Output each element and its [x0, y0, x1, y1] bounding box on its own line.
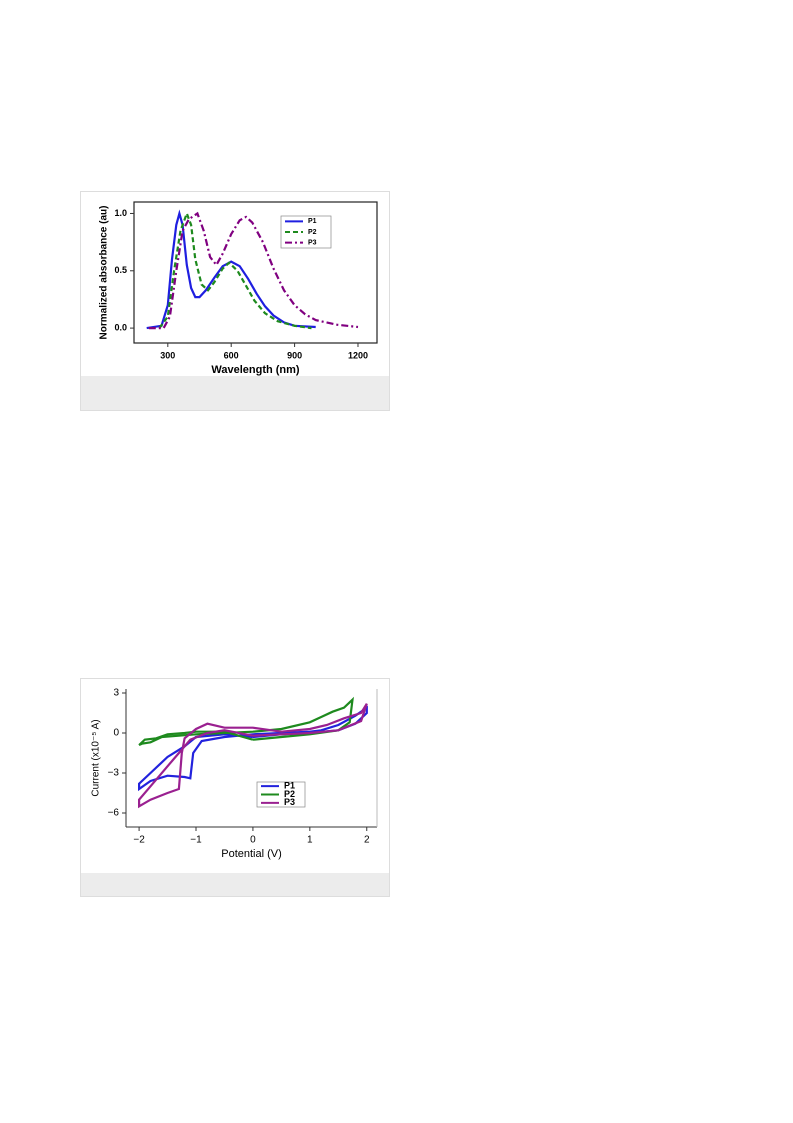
y-axis-title: Normalized absorbance (au) — [99, 206, 110, 340]
y-tick-label: −3 — [108, 768, 120, 779]
x-axis-title: Wavelength (nm) — [211, 364, 300, 376]
x-tick-label: 300 — [160, 350, 175, 360]
x-tick-label: 1200 — [348, 350, 368, 360]
series-line — [158, 210, 312, 330]
x-tick-label: 1 — [307, 835, 313, 846]
figure-card: 300 600 900 1200 0.0 0.5 1.0 Wavelength (nm) Nor… — [80, 191, 390, 411]
figure-card: −2 −1 0 1 2 −6 −3 0 3 Potential (V) Current (x10⁻⁵… — [80, 678, 390, 897]
legend-label: P3 — [284, 797, 295, 807]
legend-label: P1 — [284, 781, 295, 791]
caption-area — [81, 376, 389, 410]
x-tick-label: −1 — [190, 835, 202, 846]
legend-label: P2 — [308, 229, 317, 236]
y-tick-label: 0.5 — [114, 265, 127, 275]
series-line — [138, 696, 354, 746]
series-line — [138, 703, 368, 809]
series-line — [138, 705, 368, 792]
caption-area — [81, 873, 389, 896]
x-tick-label: −2 — [133, 835, 145, 846]
x-tick-label: 0 — [250, 835, 256, 846]
legend-label: P2 — [284, 789, 295, 799]
y-tick-label: 1.0 — [114, 208, 127, 218]
x-tick-label: 2 — [364, 835, 370, 846]
x-axis-title: Potential (V) — [221, 848, 282, 860]
y-tick-label: 0.0 — [114, 322, 127, 332]
legend-label: P3 — [308, 240, 317, 247]
series-line — [148, 211, 359, 330]
legend-label: P1 — [308, 218, 317, 225]
series-line — [146, 209, 316, 330]
chart: 300 600 900 1200 0.0 0.5 1.0 Wavelength (nm) Nor… — [99, 201, 378, 376]
y-tick-label: 0 — [113, 728, 119, 739]
y-tick-label: 3 — [113, 688, 119, 699]
x-tick-label: 600 — [224, 350, 239, 360]
y-axis-title: Current (x10⁻⁵ A) — [91, 719, 102, 796]
x-tick-label: 900 — [287, 350, 302, 360]
plot-frame — [133, 201, 378, 344]
chart: −2 −1 0 1 2 −6 −3 0 3 Potential (V) Current (x10⁻⁵… — [91, 688, 378, 860]
y-tick-label: −6 — [108, 808, 120, 819]
